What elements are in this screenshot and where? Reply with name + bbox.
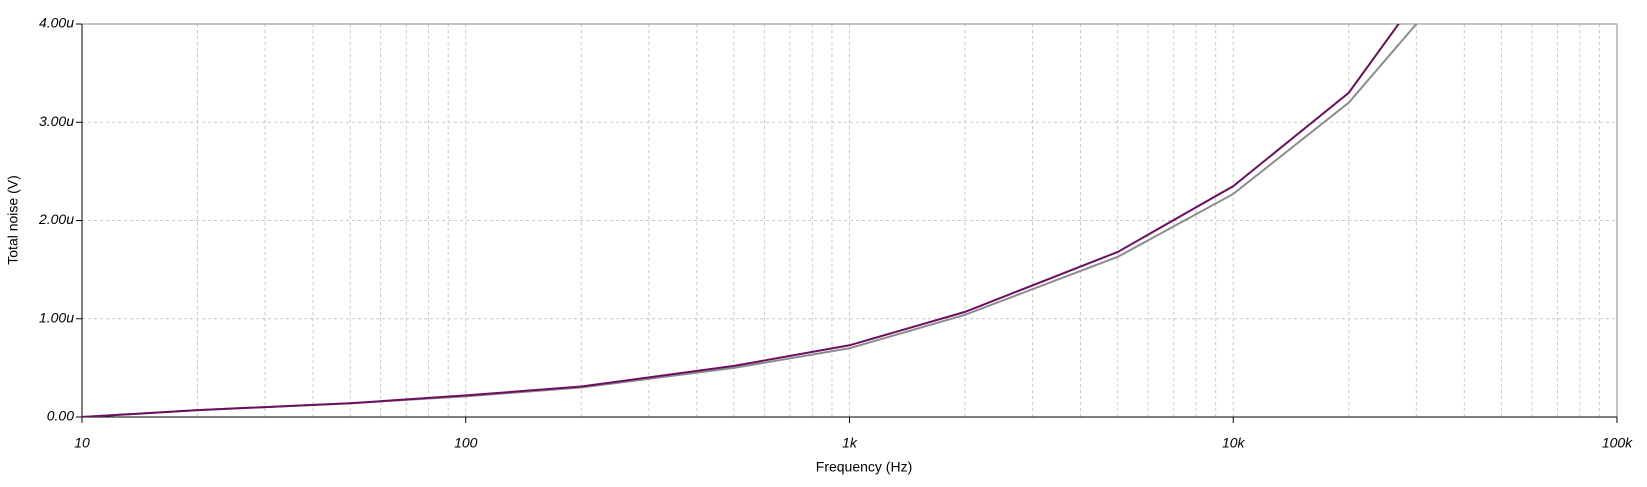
y-tick-label: 2.00u	[38, 211, 74, 227]
y-tick-label: 3.00u	[39, 113, 74, 129]
plot-area	[82, 24, 1418, 417]
x-axis-label: Frequency (Hz)	[816, 459, 912, 475]
y-tick-label: 4.00u	[39, 15, 74, 31]
x-tick-label: 100	[454, 435, 478, 451]
x-tick-label: 10	[74, 435, 90, 451]
series-line	[82, 24, 1400, 417]
x-tick-label: 100k	[1602, 435, 1633, 451]
x-tick-label: 1k	[842, 435, 858, 451]
y-tick-label: 0.00	[47, 408, 74, 424]
x-tick-label: 10k	[1222, 435, 1246, 451]
y-tick-label: 1.00u	[39, 309, 74, 325]
y-axis-label: Total noise (V)	[5, 175, 21, 264]
